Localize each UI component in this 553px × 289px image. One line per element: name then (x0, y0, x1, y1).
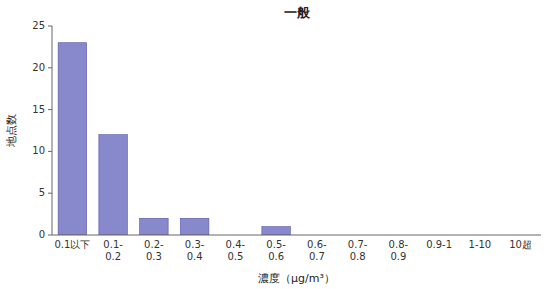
x-tick-label: 1-10 (469, 239, 492, 250)
y-tick-label: 15 (32, 104, 45, 115)
x-tick-label: 0.2-0.3 (144, 239, 164, 262)
x-tick-label: 0.4-0.5 (226, 239, 246, 262)
y-tick-label: 0 (39, 229, 45, 240)
y-tick-label: 20 (32, 62, 45, 73)
bar (140, 218, 169, 235)
x-axis: 0.1以下 0.1-0.2 0.2-0.3 0.3-0.4 0.4-0.5 0.5-0.6… (54, 239, 532, 262)
chart-svg: 0 5 10 15 20 25 0.1以下 0.1-0.2 0.2-0.3 0.3-0.4 0.4-… (0, 0, 553, 289)
x-tick-label: 10超 (509, 239, 532, 250)
x-tick-label: 0.8-0.9 (389, 239, 409, 262)
y-tick-label: 10 (32, 145, 45, 156)
y-tick-label: 5 (39, 187, 45, 198)
y-axis-label: 地点数 (5, 114, 18, 148)
y-tick-label: 25 (32, 20, 45, 31)
y-tick (48, 151, 52, 152)
y-tick (48, 109, 52, 110)
bar (180, 218, 209, 235)
x-tick-label: 0.7-0.8 (348, 239, 368, 262)
x-tick-label: 0.1以下 (54, 239, 90, 250)
y-axis: 0 5 10 15 20 25 (32, 20, 52, 240)
bar (99, 135, 128, 235)
bars (58, 43, 290, 235)
y-tick (48, 193, 52, 194)
x-tick-label: 0.5-0.6 (266, 239, 286, 262)
x-tick-label: 0.3-0.4 (185, 239, 205, 262)
y-tick (48, 26, 52, 27)
x-axis-label: 濃度（μg/m³） (258, 272, 335, 285)
x-tick-label: 0.6-0.7 (307, 239, 327, 262)
y-axis-line (52, 26, 53, 235)
x-tick-label: 0.1-0.2 (103, 239, 123, 262)
chart-container: 0 5 10 15 20 25 0.1以下 0.1-0.2 0.2-0.3 0.3-0.4 0.4-… (0, 0, 553, 289)
y-tick (48, 67, 52, 68)
y-tick (48, 235, 52, 236)
title: 一般 (284, 5, 311, 20)
x-tick-label: 0.9-1 (426, 239, 452, 250)
bar (262, 227, 291, 235)
bar (58, 43, 87, 235)
x-axis-line (52, 235, 541, 236)
